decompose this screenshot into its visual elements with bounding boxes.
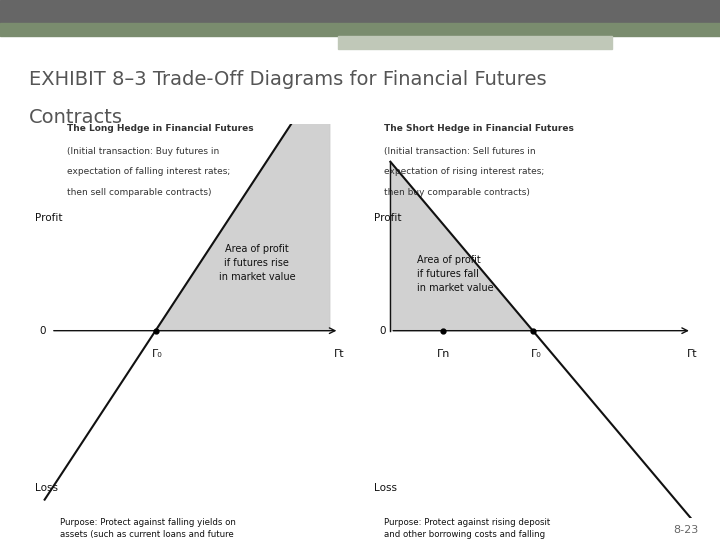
Text: 0: 0 xyxy=(40,326,46,336)
Text: then buy comparable contracts): then buy comparable contracts) xyxy=(384,188,530,197)
Text: Area of profit
if futures fall
in market value: Area of profit if futures fall in market… xyxy=(417,255,493,293)
Text: Purpose: Protect against rising deposit
and other borrowing costs and falling
ma: Purpose: Protect against rising deposit … xyxy=(384,518,550,540)
Text: The Long Hedge in Financial Futures: The Long Hedge in Financial Futures xyxy=(67,124,253,133)
Text: EXHIBIT 8–3 Trade-Off Diagrams for Financial Futures: EXHIBIT 8–3 Trade-Off Diagrams for Finan… xyxy=(29,70,546,89)
Text: Γt: Γt xyxy=(334,349,345,360)
Text: Loss: Loss xyxy=(35,483,58,494)
Text: Γn: Γn xyxy=(437,349,450,360)
Text: Γt: Γt xyxy=(686,349,697,360)
Polygon shape xyxy=(390,162,533,330)
Text: expectation of falling interest rates;: expectation of falling interest rates; xyxy=(67,167,230,177)
Text: 0: 0 xyxy=(379,326,385,336)
Text: Area of profit
if futures rise
in market value: Area of profit if futures rise in market… xyxy=(219,244,295,282)
Text: Profit: Profit xyxy=(374,213,401,223)
Text: Γ₀: Γ₀ xyxy=(531,349,541,360)
Text: Purpose: Protect against falling yields on
assets (such as current loans and fut: Purpose: Protect against falling yields … xyxy=(60,518,236,540)
Text: The Short Hedge in Financial Futures: The Short Hedge in Financial Futures xyxy=(384,124,574,133)
Text: 8-23: 8-23 xyxy=(673,524,698,535)
Text: Γ₀: Γ₀ xyxy=(152,349,163,360)
Text: (Initial transaction: Buy futures in: (Initial transaction: Buy futures in xyxy=(67,147,219,156)
Polygon shape xyxy=(156,65,330,330)
Text: Contracts: Contracts xyxy=(29,108,123,127)
Text: expectation of rising interest rates;: expectation of rising interest rates; xyxy=(384,167,544,177)
Text: Loss: Loss xyxy=(374,483,397,494)
Text: then sell comparable contracts): then sell comparable contracts) xyxy=(67,188,211,197)
Text: (Initial transaction: Sell futures in: (Initial transaction: Sell futures in xyxy=(384,147,536,156)
Text: Profit: Profit xyxy=(35,213,63,223)
